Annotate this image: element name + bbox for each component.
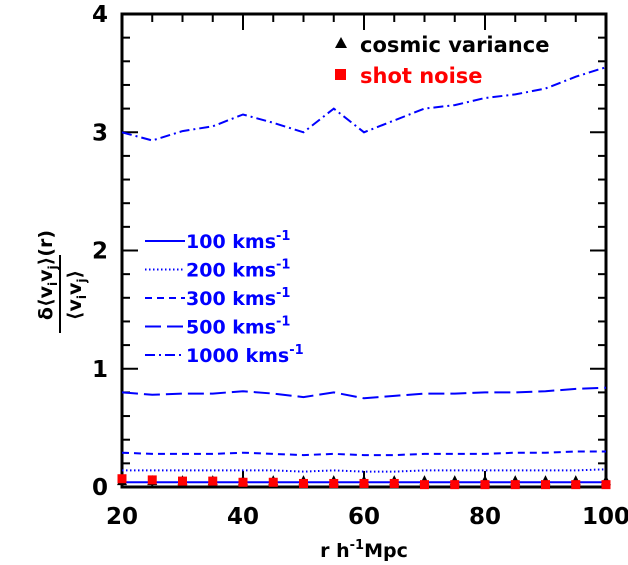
legend-label: 100 kms-1 [186,229,290,253]
shot-noise-marker [329,478,339,488]
series-line-1000-kms [121,66,607,142]
marker-legend-label: cosmic variance [360,33,549,57]
x-tick-label: 100 [582,504,628,530]
shot-noise-marker [268,477,278,487]
x-tick-label: 80 [469,504,501,530]
shot-noise-marker [480,480,490,490]
series-markers [117,474,611,490]
y-tick-label: 0 [92,475,108,501]
y-axis-title-denominator: ⟨vivj⟩ [64,270,89,320]
shot-noise-marker [389,478,399,488]
y-tick-label: 4 [92,2,108,28]
series-line-300-kms [121,450,606,457]
x-axis-title: r h-1Mpc [320,538,408,562]
series-line-500-kms [121,386,607,400]
shot-noise-marker [299,478,308,488]
legend-label: 1000 kms-1 [186,343,304,367]
x-tick-label: 20 [106,504,138,530]
shot-noise-marker [541,480,550,490]
legend-square-icon [335,69,346,80]
y-axis-title-numerator: δ⟨vivj⟩(r) [35,230,60,320]
y-axis-title: δ⟨vivj⟩(r) ⟨vivj⟩ [35,230,89,333]
legend-label: 500 kms-1 [186,315,290,339]
shot-noise-marker [147,475,157,485]
legend-triangle-icon [335,37,347,48]
shot-noise-marker [420,480,429,490]
x-tick-label: 60 [348,504,380,530]
shot-noise-marker [359,478,369,488]
shot-noise-marker [601,480,611,490]
marker-legend: cosmic variance shot noise [335,33,549,88]
y-tick-label: 2 [92,239,108,265]
series-line-200-kms [122,468,607,473]
legend-label: 300 kms-1 [186,286,290,310]
marker-legend-label: shot noise [360,64,483,88]
shot-noise-marker [450,480,460,490]
shot-noise-marker [178,476,187,486]
legend-label: 200 kms-1 [186,258,290,282]
y-tick-label: 1 [92,357,108,383]
shot-noise-marker [238,477,248,487]
shot-noise-marker [208,476,218,486]
shot-noise-marker [571,480,581,490]
shot-noise-marker [117,474,127,484]
axis-ticks [121,13,607,488]
shot-noise-marker [510,480,520,490]
x-tick-label: 40 [227,504,259,530]
axis-tick-labels: 20 40 60 80 100 0 1 2 3 4 [92,2,628,530]
line-legend: 100 kms-1 200 kms-1 300 kms-1 500 kms-1 1000… [145,229,304,367]
y-tick-label: 3 [92,120,108,146]
